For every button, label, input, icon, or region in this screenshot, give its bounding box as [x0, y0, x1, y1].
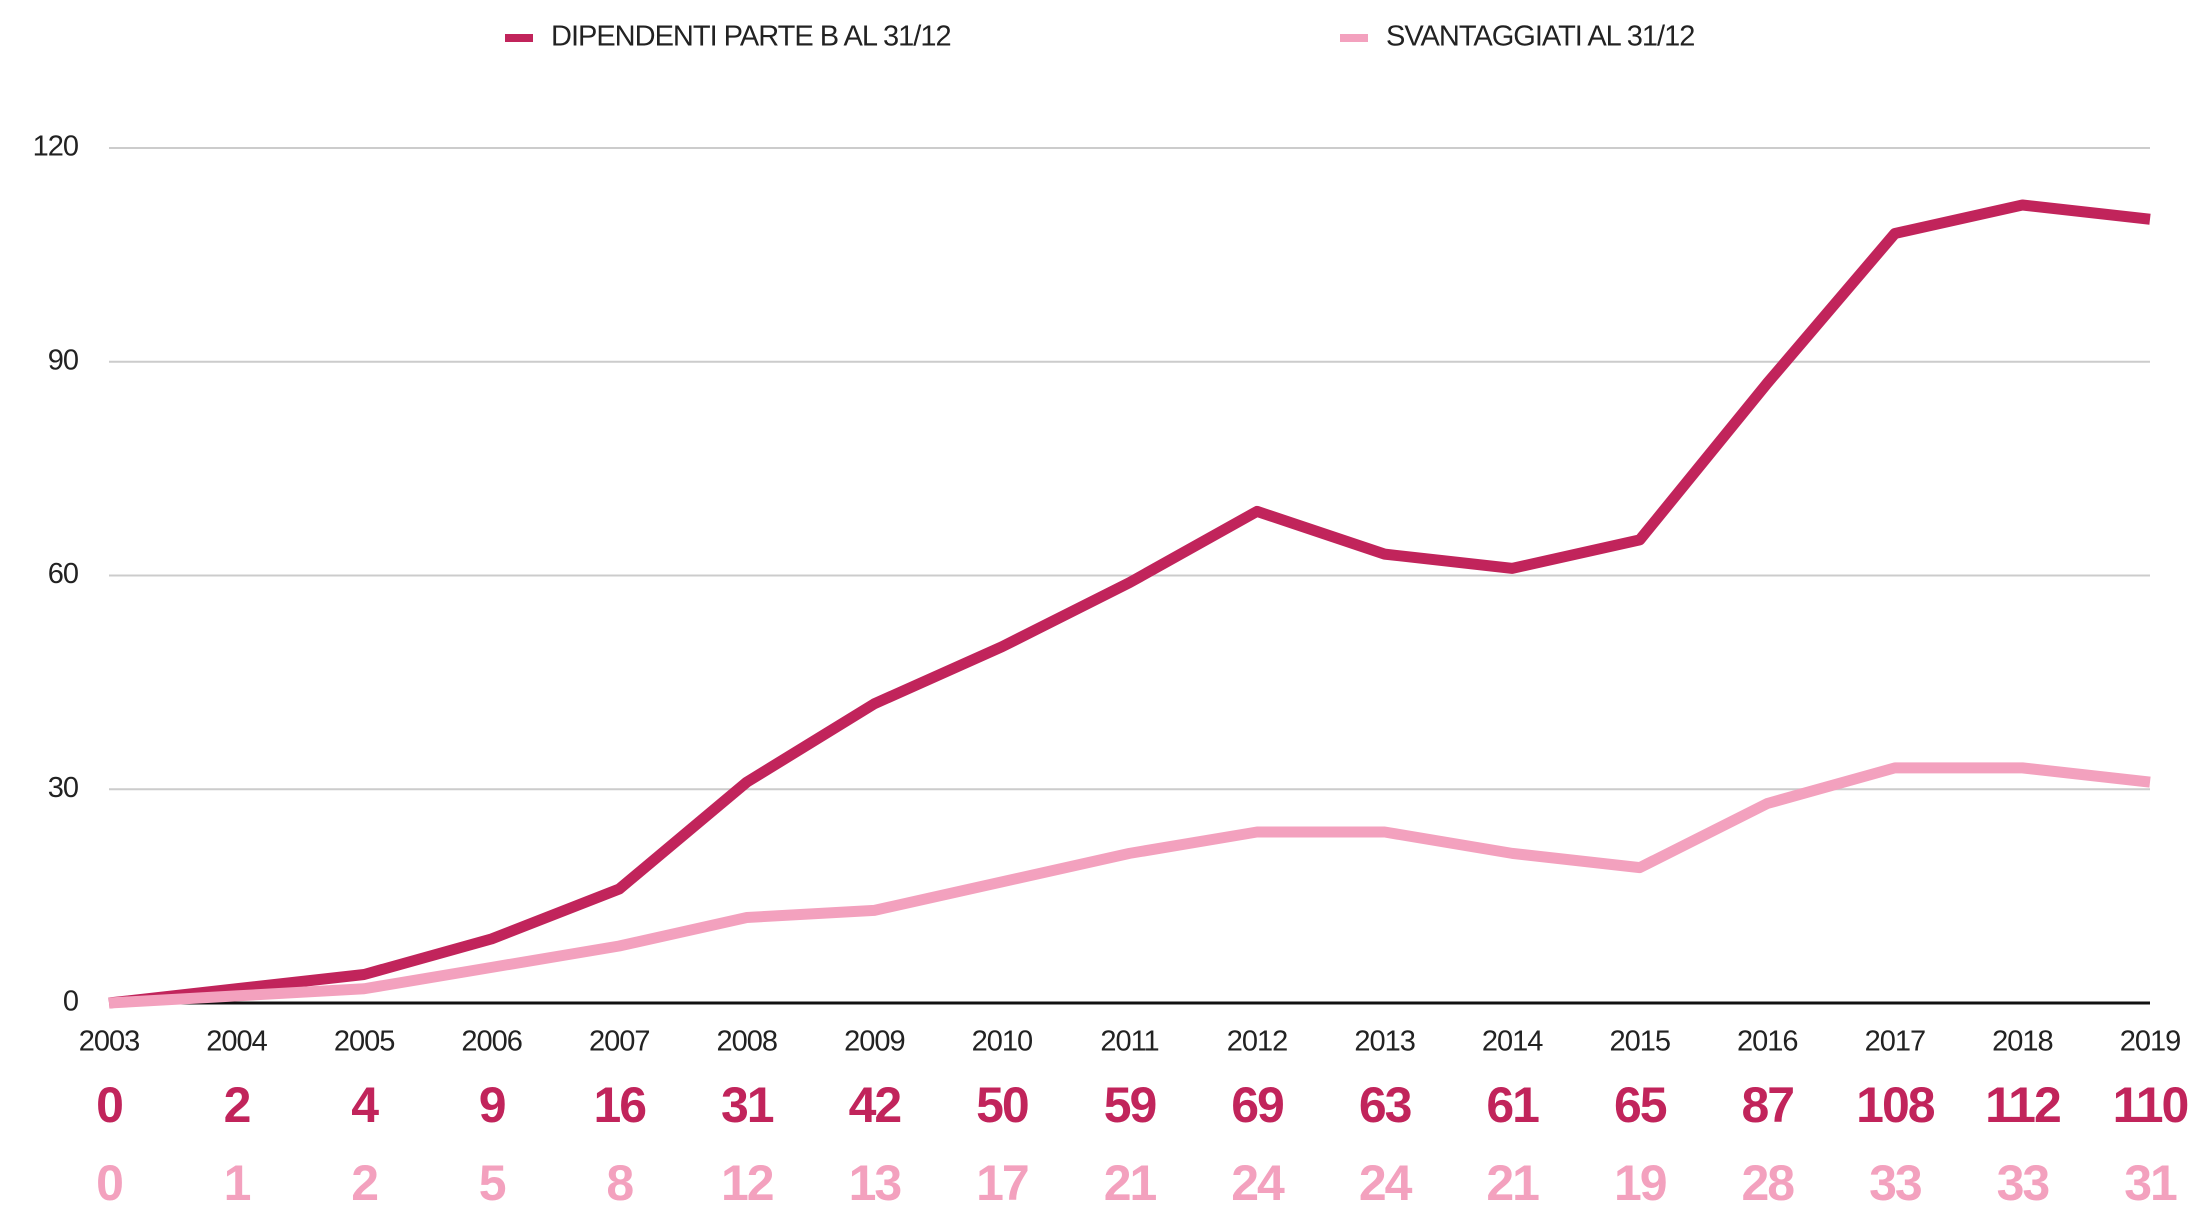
x-tick-label: 2004: [206, 1026, 267, 1058]
value-label: 2: [224, 1077, 250, 1133]
value-label: 110: [2113, 1077, 2188, 1133]
x-tick-label: 2016: [1737, 1026, 1798, 1058]
value-label: 65: [1614, 1077, 1667, 1133]
value-label: 9: [479, 1077, 505, 1133]
value-label: 59: [1104, 1077, 1156, 1133]
x-tick-label: 2007: [589, 1026, 650, 1058]
x-tick-label: 2013: [1354, 1026, 1415, 1058]
x-tick-label: 2012: [1227, 1026, 1288, 1058]
value-label: 87: [1742, 1077, 1794, 1133]
x-tick-label: 2015: [1609, 1026, 1670, 1058]
value-label: 50: [976, 1077, 1028, 1133]
legend-label: SVANTAGGIATI AL 31/12: [1386, 21, 1694, 53]
value-label: 33: [1869, 1155, 1921, 1211]
y-tick-label: 0: [63, 986, 78, 1018]
x-tick-label: 2018: [1992, 1026, 2053, 1058]
series-line: [108, 762, 2151, 1009]
y-tick-label: 90: [48, 344, 78, 376]
series-line: [108, 199, 2151, 1009]
value-label: 21: [1486, 1155, 1539, 1211]
value-label: 1: [224, 1155, 251, 1211]
x-tick-label: 2008: [717, 1026, 778, 1058]
value-label: 13: [849, 1155, 901, 1211]
value-label: 0: [96, 1155, 122, 1211]
value-label: 0: [96, 1077, 122, 1133]
y-tick-label: 120: [33, 131, 78, 163]
y-tick-label: 60: [48, 558, 78, 590]
x-tick-label: 2010: [972, 1026, 1033, 1058]
value-label: 42: [849, 1077, 901, 1133]
x-tick-label: 2014: [1482, 1026, 1543, 1058]
value-label: 28: [1742, 1155, 1795, 1211]
y-tick-label: 30: [48, 772, 78, 804]
value-label: 19: [1614, 1155, 1666, 1211]
value-label: 69: [1231, 1077, 1283, 1133]
value-label: 17: [976, 1155, 1028, 1211]
value-label: 24: [1231, 1155, 1285, 1211]
x-tick-label: 2005: [334, 1026, 395, 1058]
x-tick-label: 2003: [79, 1026, 140, 1058]
x-tick-label: 2006: [461, 1026, 522, 1058]
x-tick-label: 2011: [1100, 1026, 1158, 1058]
value-label: 12: [721, 1155, 773, 1211]
value-label: 63: [1359, 1077, 1411, 1133]
x-tick-label: 2019: [2120, 1026, 2181, 1058]
value-label: 61: [1486, 1077, 1539, 1133]
value-label: 21: [1104, 1155, 1157, 1211]
legend-label: DIPENDENTI PARTE B AL 31/12: [551, 21, 951, 53]
value-label: 112: [1985, 1077, 2060, 1133]
value-label: 31: [721, 1077, 774, 1133]
x-tick-label: 2009: [844, 1026, 905, 1058]
value-label: 4: [351, 1077, 379, 1133]
value-label: 2: [351, 1155, 377, 1211]
x-tick-label: 2017: [1865, 1026, 1926, 1058]
value-label: 5: [479, 1155, 506, 1211]
value-label: 24: [1359, 1155, 1413, 1211]
value-label: 8: [606, 1155, 633, 1211]
value-label: 33: [1997, 1155, 2049, 1211]
value-label: 16: [593, 1077, 645, 1133]
value-label: 108: [1856, 1077, 1935, 1133]
value-label: 31: [2124, 1155, 2177, 1211]
